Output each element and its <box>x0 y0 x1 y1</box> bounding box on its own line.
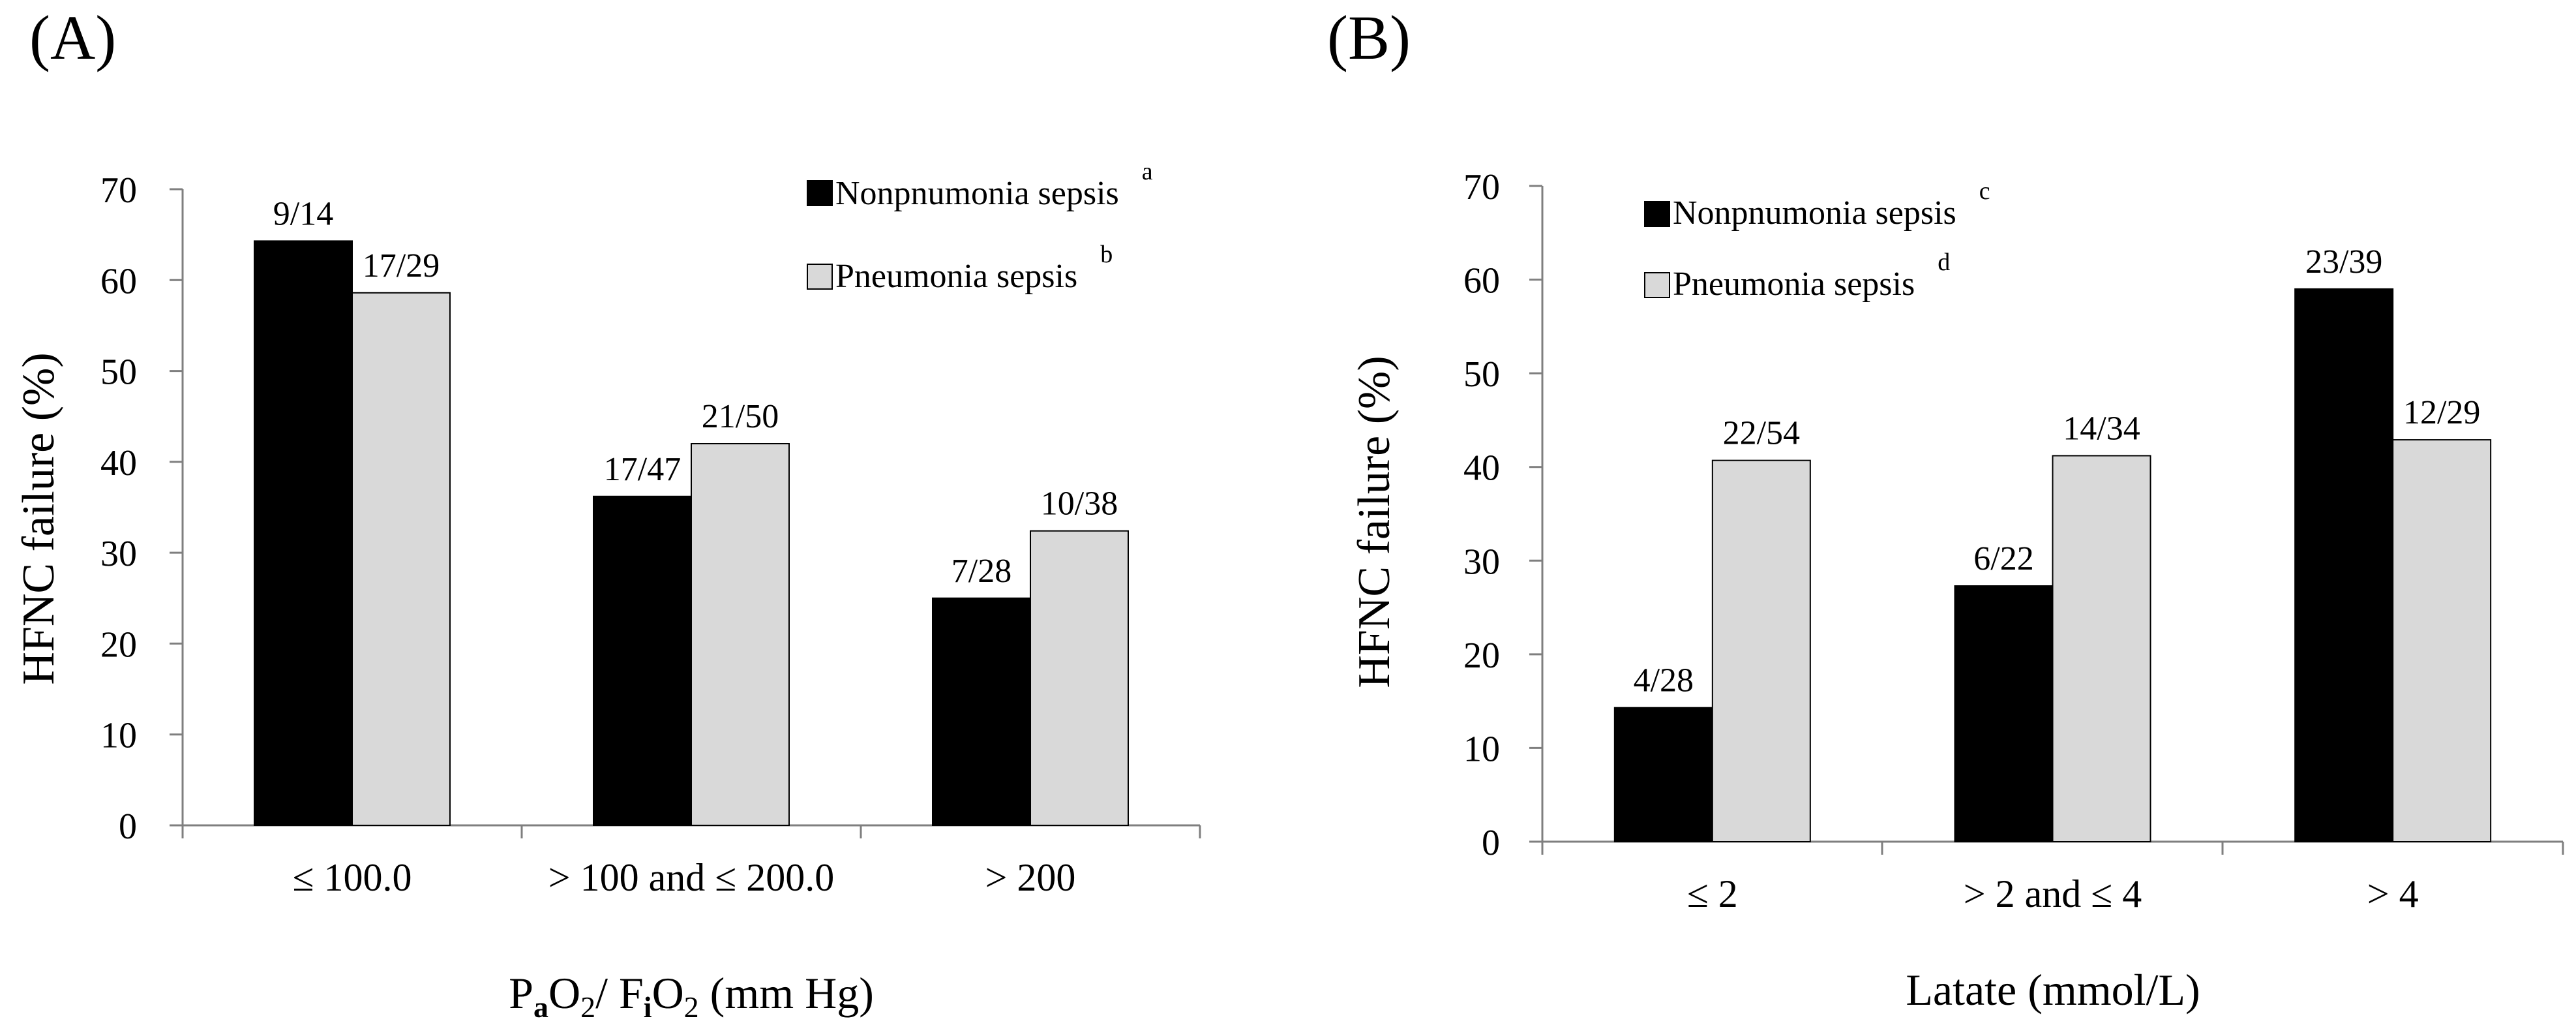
x-category-label: > 2 and ≤ 4 <box>1964 872 2142 915</box>
y-tick-label: 70 <box>100 170 137 211</box>
bar-data-label: 10/38 <box>1041 485 1118 523</box>
panel-b-ylabel: HFNC failure (%) <box>1349 356 1400 688</box>
y-tick-label: 50 <box>1463 354 1500 395</box>
bar-data-label: 9/14 <box>273 195 333 232</box>
bar-data-label: 17/29 <box>363 247 440 284</box>
bar-pneumonia <box>2052 455 2151 842</box>
bar-data-label: 4/28 <box>1634 662 1694 699</box>
bar-pneumonia <box>352 292 451 826</box>
x-category-label: > 100 and ≤ 200.0 <box>548 856 834 899</box>
legend-sup: c <box>1979 177 1990 205</box>
y-tick-label: 20 <box>100 624 137 665</box>
panel-a-y-ticks: 0 10 20 30 40 50 60 70 <box>100 170 183 847</box>
panel-b-xlabel: Latate (mmol/L) <box>1906 965 2200 1015</box>
x-category-label: > 4 <box>2367 872 2419 915</box>
panel-b-label: (B) <box>1327 3 1411 72</box>
bar-pneumonia <box>691 443 790 826</box>
y-tick-label: 70 <box>1463 167 1500 207</box>
panel-b-categories: ≤ 2 > 2 and ≤ 4 > 4 <box>1687 872 2419 915</box>
legend-sup: b <box>1100 241 1113 268</box>
bar-data-label: 12/29 <box>2403 394 2480 431</box>
panel-a-ylabel: HFNC failure (%) <box>14 352 64 684</box>
y-tick-label: 30 <box>100 534 137 574</box>
legend-label-nonpneumonia: Nonpnumonia sepsis a <box>835 158 1153 212</box>
y-tick-label: 30 <box>1463 542 1500 582</box>
bar-data-label: 6/22 <box>1973 540 2033 577</box>
legend-label-pneumonia: Pneumonia sepsis d <box>1673 249 1950 303</box>
bar-pneumonia <box>1711 459 1811 842</box>
bar-data-label: 22/54 <box>1723 415 1800 452</box>
y-tick-label: 0 <box>1482 823 1500 863</box>
legend-sup: a <box>1142 158 1153 185</box>
y-tick-label: 0 <box>119 806 137 847</box>
panel-a-legend: Nonpnumonia sepsis a Pneumonia sepsis b <box>807 158 1153 295</box>
legend-swatch-pneumonia <box>807 264 833 290</box>
legend-sup: d <box>1938 249 1950 276</box>
bar-nonpneumonia <box>254 240 353 826</box>
y-tick-label: 10 <box>1463 729 1500 769</box>
y-tick-label: 60 <box>1463 261 1500 301</box>
panel-a-label: (A) <box>29 3 116 72</box>
x-category-label: ≤ 100.0 <box>293 856 412 899</box>
y-tick-label: 20 <box>1463 635 1500 676</box>
bar-data-label: 17/47 <box>604 451 681 488</box>
legend-label-pneumonia: Pneumonia sepsis b <box>835 241 1113 295</box>
legend-swatch-nonpneumonia <box>1644 201 1670 227</box>
y-tick-label: 40 <box>1463 448 1500 489</box>
panel-b: (B) HFNC failure (%) 0 10 20 30 40 50 60 70 4/2… <box>1327 3 2564 1015</box>
bar-pneumonia <box>1030 530 1129 826</box>
bar-nonpneumonia <box>2294 288 2394 842</box>
panel-a: (A) HFNC failure (%) 0 10 20 30 40 50 60 70 9/1… <box>14 3 1201 1024</box>
bar-nonpneumonia <box>932 597 1031 826</box>
bar-data-label: 23/39 <box>2305 243 2382 281</box>
panel-a-categories: ≤ 100.0 > 100 and ≤ 200.0 > 200 <box>293 856 1076 899</box>
bar-nonpneumonia <box>1613 707 1713 843</box>
y-tick-label: 10 <box>100 716 137 756</box>
bar-nonpneumonia <box>593 495 692 826</box>
y-tick-label: 60 <box>100 261 137 301</box>
legend-label-nonpneumonia: Nonpnumonia sepsis c <box>1673 177 1990 232</box>
legend-swatch-nonpneumonia <box>807 180 833 206</box>
x-category-label: > 200 <box>985 856 1076 899</box>
bar-nonpneumonia <box>1954 585 2054 842</box>
bar-pneumonia <box>2392 439 2492 842</box>
bar-data-label: 21/50 <box>702 398 779 435</box>
x-category-label: ≤ 2 <box>1687 872 1738 915</box>
y-tick-label: 40 <box>100 443 137 483</box>
legend-swatch-pneumonia <box>1644 272 1670 298</box>
bar-data-label: 7/28 <box>951 553 1011 590</box>
bar-data-label: 14/34 <box>2063 410 2140 447</box>
panel-a-xlabel: PaO2/ FiO2 (mm Hg) <box>509 968 874 1024</box>
y-tick-label: 50 <box>100 352 137 393</box>
panel-b-bars: 4/28 22/54 6/22 14/34 23/39 12/29 <box>1613 243 2492 843</box>
panel-b-y-ticks: 0 10 20 30 40 50 60 70 <box>1463 167 1542 863</box>
panel-a-bars: 9/14 17/29 17/47 21/50 7/28 10/38 <box>254 195 1129 826</box>
panel-b-legend: Nonpnumonia sepsis c Pneumonia sepsis d <box>1644 177 1990 303</box>
